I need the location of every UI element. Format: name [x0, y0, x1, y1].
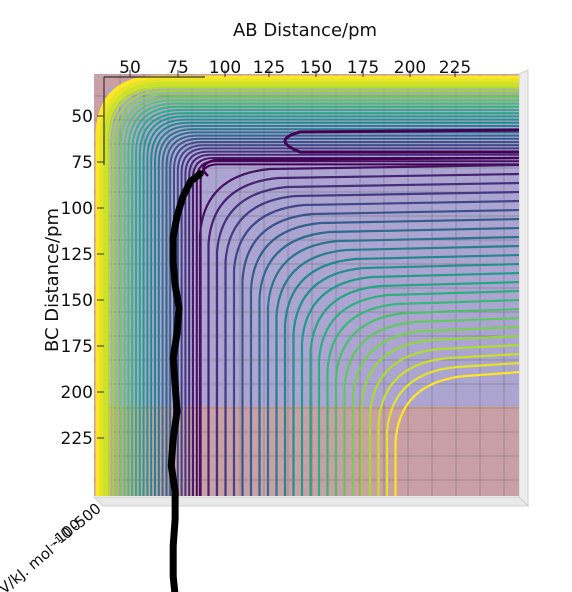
contour-line	[249, 217, 519, 496]
contour-line	[157, 128, 519, 496]
contour-line	[394, 371, 519, 496]
contour-line	[215, 181, 519, 496]
x-tick-label: 175	[347, 58, 379, 78]
contour-line	[241, 208, 519, 496]
contour-line	[224, 190, 519, 496]
contour-line	[123, 99, 519, 496]
y-tick-label: 200	[61, 383, 93, 403]
contour-line	[232, 199, 519, 496]
y-tick-label: 175	[61, 337, 93, 357]
trajectory-tail	[169, 488, 179, 592]
contour-line	[300, 271, 519, 496]
contour-line	[266, 235, 519, 496]
x-tick-label: 150	[300, 58, 332, 78]
contour-line	[385, 362, 519, 496]
contour-line	[317, 289, 519, 496]
y-tick-label: 150	[61, 291, 93, 311]
contour-line	[258, 226, 519, 496]
contour-line	[116, 93, 519, 496]
contour-line	[108, 86, 519, 496]
contour-line	[343, 316, 519, 496]
contour-line	[135, 109, 519, 496]
contour-line	[161, 131, 519, 496]
contour-line	[184, 150, 519, 496]
x-tick-label: 50	[119, 58, 141, 78]
y-axis-title: BC Distance/pm	[42, 208, 63, 352]
x-tick-label: 75	[167, 58, 189, 78]
x-tick-label: 225	[439, 58, 471, 78]
contour-line	[283, 253, 519, 496]
contour-line	[95, 75, 519, 496]
x-tick-labels: 50 75 100 125 150 175 200 225	[119, 58, 471, 78]
contour-line	[202, 156, 519, 177]
x-tick-label: 100	[209, 58, 241, 78]
contour-line	[127, 102, 519, 496]
contour-line	[146, 118, 519, 496]
contour-line	[99, 78, 519, 496]
y-tick-label: 50	[71, 107, 93, 127]
contour-line	[103, 81, 519, 496]
contour-line	[131, 105, 519, 496]
contour-line	[292, 262, 519, 496]
y-tick-label: 100	[61, 199, 93, 219]
right-pane	[518, 69, 529, 508]
contour-line	[377, 353, 519, 496]
contour-line	[283, 128, 519, 154]
contour-lines	[95, 75, 519, 496]
contour-line	[368, 343, 519, 496]
contour-line	[142, 115, 519, 496]
contour-line	[176, 144, 519, 496]
y-tick-labels: 50 75 100 125 150 175 200 225	[61, 107, 104, 449]
contour-line	[351, 325, 519, 496]
contour-line	[165, 134, 519, 496]
x-tick-label: 200	[394, 58, 426, 78]
x-axis-title: AB Distance/pm	[233, 20, 377, 41]
contour-line	[360, 334, 519, 496]
contour-line	[154, 125, 519, 496]
trajectory-line	[167, 170, 204, 496]
contour-line	[309, 280, 519, 496]
contour-line	[119, 96, 519, 496]
contour-line	[173, 141, 519, 496]
contour-line	[275, 244, 519, 496]
contour-line	[199, 163, 519, 496]
contour-line	[188, 153, 519, 496]
contour-line	[326, 298, 519, 496]
contour-line	[198, 163, 519, 496]
contour-line	[334, 307, 519, 496]
bottom-pane	[92, 496, 530, 507]
contour-line	[150, 121, 519, 496]
contour-line	[180, 147, 519, 496]
contour-line	[112, 89, 519, 496]
contour-line	[207, 172, 519, 496]
contour-line	[169, 137, 519, 496]
contour-line	[138, 112, 519, 496]
y-tick-label: 125	[61, 245, 93, 265]
x-tick-label: 125	[253, 58, 285, 78]
y-tick-label: 75	[71, 153, 93, 173]
y-tick-label: 225	[61, 429, 93, 449]
